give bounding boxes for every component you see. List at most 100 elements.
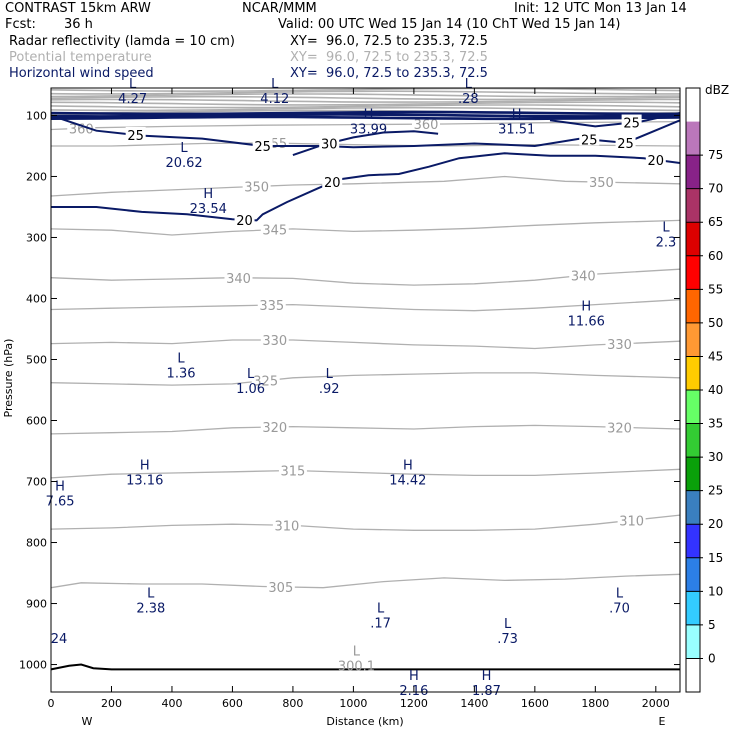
isentrope-line [51,424,680,435]
field-reflectivity-xy: XY= 96.0, 72.5 to 235.3, 72.5 [290,34,488,49]
extremum-value: 4.12 [260,92,289,107]
colorbar-level: 10 [708,584,723,598]
extremum-value: 4.27 [118,92,147,107]
valid-time: Valid: 00 UTC Wed 15 Jan 14 (10 ChT Wed … [278,17,621,32]
wind-speed-label-bg [234,211,255,226]
extremum-value: .70 [609,601,630,616]
upper-isentrope-line [51,93,680,98]
colorbar-swatch [686,423,700,458]
wind-speed-line [51,152,680,222]
colorbar-level: 65 [708,215,723,229]
extremum-value: 20.62 [165,156,202,171]
isentrope-label-bg [242,178,271,193]
wind-speed-label: 30 [321,137,338,152]
extremum-marker: L [129,77,137,92]
isentrope-label-bg [224,269,253,284]
x-tick-label: 200 [101,697,122,710]
isentrope-line [51,219,680,236]
extremum-marker: L [504,617,512,632]
colorbar-swatch [686,591,700,625]
extremum-marker: L [326,367,334,382]
upper-isentrope-line [51,90,680,95]
upper-isentrope-line [51,95,680,101]
isentrope-line [51,339,680,350]
colorbar-level: 50 [708,316,723,330]
extremum-marker: H [403,458,413,473]
isentrope-line [51,175,680,197]
colorbar-swatch [686,490,700,525]
isentrope-line [51,573,680,589]
extremum-marker: H [203,187,213,202]
field-wind-xy: XY= 96.0, 72.5 to 235.3, 72.5 [290,66,488,81]
extremum-value: 2.38 [136,601,165,616]
isentrope-line [51,120,680,131]
model-title: CONTRAST 15km ARW [5,1,151,16]
isentrope-label: 335 [259,299,284,314]
colorbar-swatch [686,557,700,592]
jet-core-line [51,113,680,118]
isentrope-label: 305 [268,581,293,596]
wind-speed-label: 25 [623,117,640,132]
terrain-layer [50,663,680,671]
y-tick-label: 800 [26,537,47,550]
wind-speed-line [549,112,680,128]
extremum-marker: L [177,352,185,367]
extremum-marker: H [581,300,591,315]
wind-speed-line [292,130,439,157]
isentrope-label-bg [260,221,289,236]
isentrope-label-bg [605,419,634,434]
isentrope-label: 315 [281,465,306,480]
extremum-value: 1.36 [167,367,196,382]
extremum-value: 33.99 [350,123,387,138]
x-tick-label: 400 [161,697,182,710]
field-theta-xy: XY= 96.0, 72.5 to 235.3, 72.5 [290,50,488,65]
extremum-value: .73 [497,632,518,647]
wind-speed-label-bg [645,151,666,166]
extremum-marker: L [616,586,624,601]
colorbar-level: 0 [708,651,716,665]
isentrope-label: 350 [244,180,269,195]
x-tick-label: 1400 [460,697,488,710]
isentrope-label: 325 [253,375,278,390]
y-tick-label: 400 [26,292,47,305]
x-tick-label: 800 [282,697,303,710]
wind-speed-label: 25 [617,137,634,152]
isentrope-label-bg [260,418,289,433]
wind-speed-label-bg [621,114,642,129]
x-tick-label: 1000 [339,697,367,710]
extremum-marker: L [662,220,670,235]
extremum-marker: H [55,480,65,495]
x-end-right-label: E [659,715,666,728]
upper-isentrope-line [51,106,680,112]
jet-core-line [51,115,680,121]
extremum-marker: L [377,602,385,617]
colorbar-swatch [686,155,700,189]
y-tick-label: 1000 [19,659,47,672]
colorbar-level: 15 [708,551,723,565]
isentrope-line [51,372,680,386]
isentrope-label-bg [266,578,295,593]
wind-speed-label-bg [252,137,273,152]
init-time: Init: 12 UTC Mon 13 Jan 14 [514,1,687,16]
isentrope-label: 320 [262,421,287,436]
extremum-value: 7.65 [46,495,75,510]
extremum-marker: H [512,108,522,123]
colorbar-level: 70 [708,182,723,196]
isentrope-label: 345 [262,224,287,239]
extremum-value: .92 [319,382,340,397]
y-tick-label: 600 [26,415,47,428]
wind-speed-layer: 20 20 20 25 25 25 25 30 25 [51,110,680,229]
colorbar-level: 40 [708,383,723,397]
isentrope-label: 310 [619,514,644,529]
forecast-hour: 36 h [64,17,93,32]
isentrope-line [51,299,680,312]
isentrope-label: 350 [589,176,614,191]
colorbar-swatch [686,88,700,122]
colorbar-level: 75 [708,148,723,162]
colorbar-swatch [686,390,700,424]
y-tick-label: 300 [26,231,47,244]
isentrope-label: 360 [69,122,94,137]
x-tick-label: 1200 [400,697,428,710]
isentrope-label: 330 [607,338,632,353]
